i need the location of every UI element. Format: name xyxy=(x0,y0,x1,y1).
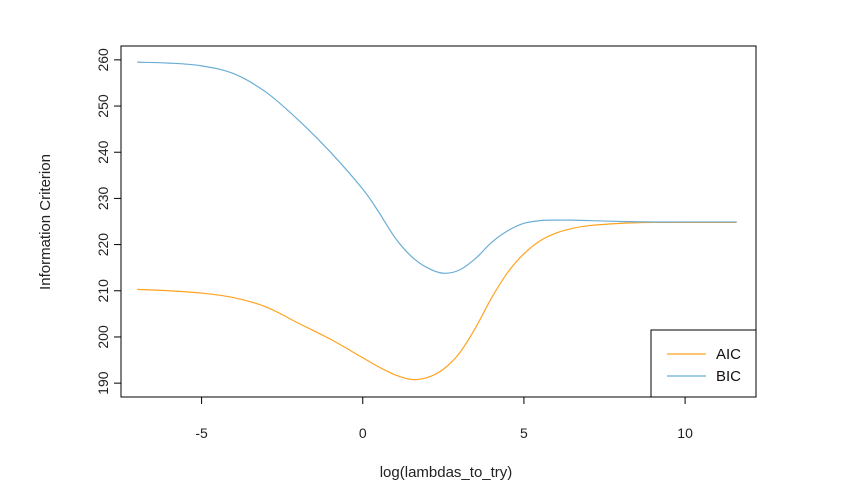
x-tick-label: -5 xyxy=(195,425,208,441)
series-line-bic xyxy=(137,61,737,274)
legend: AIC BIC xyxy=(650,329,757,398)
series-line-aic xyxy=(137,221,737,381)
series-layer xyxy=(137,61,737,381)
y-axis: 190 200 210 220 230 240 250 260 xyxy=(95,48,122,395)
y-tick-label: 260 xyxy=(95,48,111,72)
y-tick-label: 220 xyxy=(95,233,111,257)
x-axis: -5 0 5 10 xyxy=(195,396,693,441)
y-tick-label: 250 xyxy=(95,94,111,118)
y-tick-label: 200 xyxy=(95,325,111,349)
legend-box xyxy=(650,329,757,398)
y-tick-label: 190 xyxy=(95,371,111,395)
y-tick-label: 210 xyxy=(95,279,111,303)
x-axis-label: log(lambdas_to_try) xyxy=(380,464,513,481)
y-tick-label: 240 xyxy=(95,140,111,164)
legend-label-bic: BIC xyxy=(716,368,741,385)
x-tick-label: 5 xyxy=(520,425,528,441)
y-tick-label: 230 xyxy=(95,187,111,211)
x-tick-label: 10 xyxy=(677,425,693,441)
x-tick-label: 0 xyxy=(359,425,367,441)
legend-label-aic: AIC xyxy=(716,346,741,363)
y-axis-label: Information Criterion xyxy=(37,154,54,290)
